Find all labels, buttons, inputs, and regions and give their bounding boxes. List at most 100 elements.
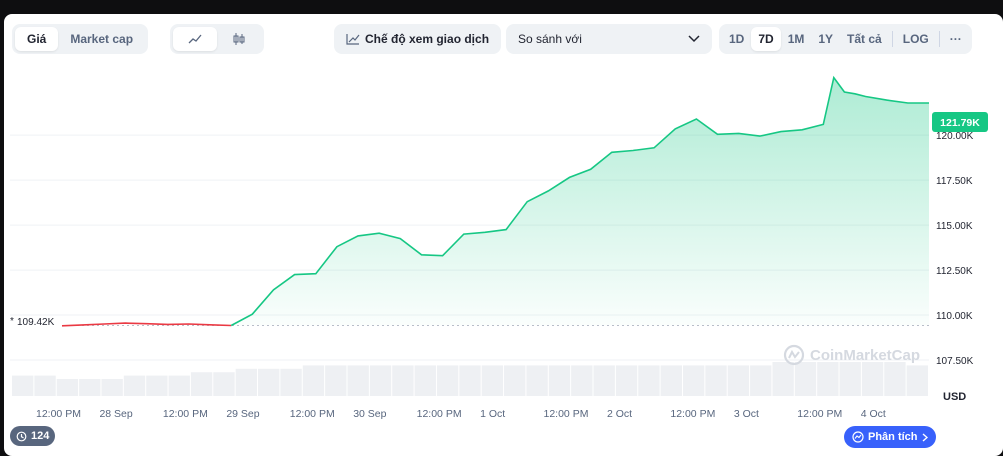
range-7d[interactable]: 7D [751, 27, 781, 51]
chart-card: Giá Market cap Chế độ xem giao dịch [4, 14, 1003, 456]
x-tick-label: 12:00 PM [36, 408, 81, 420]
volume-bar [235, 368, 258, 396]
price-chart: CoinMarketCap 107.50K 110.00K 112.50K 115.0… [10, 75, 988, 420]
volume-bar [146, 375, 168, 396]
x-tick-label: 12:00 PM [670, 408, 715, 420]
history-icon [16, 431, 27, 442]
x-tick-label: 12:00 PM [163, 408, 208, 420]
volume-bar [414, 365, 436, 396]
volume-bar [638, 365, 660, 396]
tab-market-cap[interactable]: Market cap [70, 32, 134, 46]
price-area [231, 77, 929, 326]
volume-bar [615, 365, 638, 396]
volume-bar [325, 365, 347, 396]
x-tick-label: 4 Oct [861, 408, 886, 420]
current-price-badge [932, 112, 988, 132]
y-tick-label: 120.00K [936, 131, 974, 142]
volume-bar [794, 362, 817, 396]
x-tick-label: 12:00 PM [544, 408, 589, 420]
volume-bar [571, 365, 593, 396]
volume-bar [884, 362, 906, 396]
range-divider [891, 31, 893, 47]
compare-select[interactable]: So sánh với [506, 24, 712, 54]
volume-bar [839, 362, 861, 396]
volume-bar [12, 375, 34, 396]
volume-bar [101, 379, 123, 396]
volume-bar [593, 365, 615, 396]
volume-bar [79, 379, 101, 396]
range-1y[interactable]: 1Y [818, 32, 834, 46]
volume-bar [906, 365, 928, 396]
volume-bar [772, 362, 794, 396]
volume-bar [705, 365, 727, 396]
volume-bar [459, 365, 481, 396]
volume-bar [861, 362, 884, 396]
chevron-down-icon [688, 35, 700, 43]
volume-bar [369, 365, 392, 396]
history-badge[interactable]: 124 [10, 426, 56, 446]
volume-bar [280, 368, 302, 396]
analysis-icon [852, 431, 864, 443]
trading-view-label: Chế độ xem giao dịch [365, 32, 490, 46]
trading-chart-icon [346, 33, 360, 45]
tab-price[interactable]: Giá [15, 27, 59, 51]
x-tick-label: 12:00 PM [417, 408, 462, 420]
volume-bar [190, 372, 213, 396]
line-chart-icon[interactable] [173, 27, 217, 51]
start-price-label: 109.42K [17, 317, 55, 328]
analysis-label: Phân tích [868, 431, 918, 443]
volume-bar [436, 365, 459, 396]
metric-toggle: Giá Market cap [12, 24, 149, 54]
analysis-button[interactable]: Phân tích [844, 426, 936, 448]
volume-bar [750, 365, 772, 396]
range-1d[interactable]: 1D [729, 32, 745, 46]
range-divider [938, 31, 940, 47]
y-tick-label: 115.00K [936, 221, 973, 232]
volume-bar [34, 375, 56, 396]
chart-toolbar: Giá Market cap Chế độ xem giao dịch [4, 24, 1003, 58]
volume-bar [302, 365, 325, 396]
volume-bar [682, 365, 705, 396]
volume-bar [504, 365, 526, 396]
volume-bar [660, 365, 682, 396]
log-toggle[interactable]: LOG [902, 32, 929, 46]
y-tick-label: 112.50K [936, 266, 973, 277]
range-selector: 1D 7D 1M 1Y Tất cả LOG ··· [719, 24, 972, 54]
x-tick-label: 30 Sep [353, 408, 386, 420]
volume-bar [481, 365, 504, 396]
x-tick-label: 2 Oct [607, 408, 632, 420]
trading-view-button[interactable]: Chế độ xem giao dịch [334, 24, 502, 54]
range-all[interactable]: Tất cả [847, 32, 882, 46]
volume-bar [258, 368, 280, 396]
volume-bar [213, 372, 235, 396]
candlestick-icon[interactable] [217, 27, 261, 51]
range-1m[interactable]: 1M [787, 32, 805, 46]
y-tick-label: 107.50K [936, 356, 974, 367]
chart-type-toggle [170, 24, 264, 54]
current-price-label: 121.79K [940, 117, 980, 129]
x-tick-label: 1 Oct [480, 408, 505, 420]
volume-bar [727, 365, 750, 396]
start-price-marker: * [10, 316, 14, 327]
more-icon[interactable]: ··· [949, 32, 962, 46]
y-tick-label: 117.50K [936, 176, 973, 187]
y-tick-label: 110.00K [936, 311, 973, 322]
volume-bar [123, 375, 146, 396]
compare-label: So sánh với [518, 32, 582, 46]
volume-bar [548, 365, 571, 396]
x-tick-label: 12:00 PM [290, 408, 335, 420]
x-tick-label: 12:00 PM [797, 408, 842, 420]
history-count: 124 [31, 430, 50, 442]
volume-bar [526, 365, 548, 396]
volume-bar [56, 379, 79, 396]
chevron-right-icon [922, 432, 928, 442]
x-tick-label: 28 Sep [99, 408, 132, 420]
volume-bar [392, 365, 414, 396]
volume-bar [347, 365, 369, 396]
coinmarketcap-logo-icon [783, 344, 805, 366]
volume-bar [168, 375, 190, 396]
volume-bar [817, 362, 839, 396]
currency-label: USD [943, 391, 966, 403]
x-tick-label: 3 Oct [734, 408, 759, 420]
price-line [230, 75, 929, 327]
